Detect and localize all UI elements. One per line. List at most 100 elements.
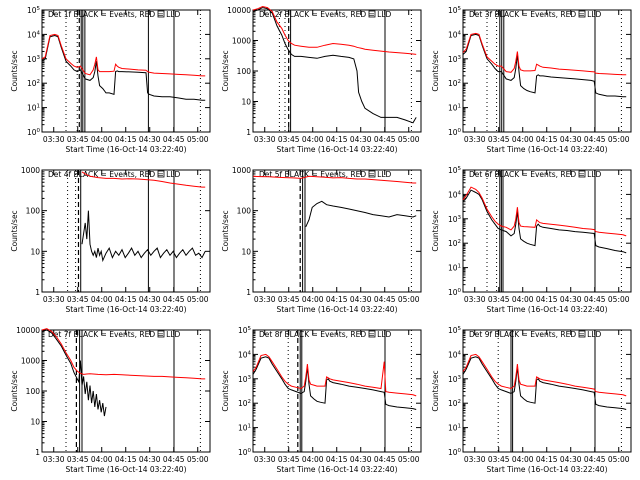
y-tick-label: 100 bbox=[26, 207, 41, 216]
legend-box bbox=[578, 10, 586, 18]
chart-title: Det 1f BLACK = Events, RED = LLD bbox=[48, 10, 181, 19]
x-tick-label: 03:45 bbox=[67, 455, 89, 464]
series-line-lld bbox=[252, 353, 417, 397]
y-tick-label: 105 bbox=[27, 6, 41, 15]
series-line-lld bbox=[252, 175, 417, 184]
y-tick-label: 10 bbox=[30, 247, 40, 256]
y-tick-label: 100 bbox=[26, 387, 41, 396]
chart-title: Det 4f BLACK = Events, RED = LLD bbox=[48, 170, 181, 179]
y-tick-label: 103 bbox=[448, 55, 462, 64]
legend-box bbox=[368, 330, 376, 338]
series-line-lld bbox=[41, 33, 206, 77]
y-tick-label: 105 bbox=[448, 326, 462, 335]
x-tick-label: 04:45 bbox=[374, 135, 396, 144]
series-line-lld bbox=[462, 186, 627, 237]
y-tick-label: 100 bbox=[448, 448, 462, 457]
x-tick-label: 04:15 bbox=[536, 295, 558, 304]
x-tick-label: 03:30 bbox=[464, 455, 486, 464]
x-tick-label: 05:00 bbox=[187, 455, 209, 464]
y-tick-label: 103 bbox=[238, 375, 252, 384]
chart-panel-6: Det 6f BLACK = Events, RED = LLD 100 101 10… bbox=[431, 166, 632, 314]
x-tick-label: 03:45 bbox=[488, 295, 510, 304]
series-line-lld bbox=[462, 32, 627, 76]
y-axis-label: Counts/sec bbox=[221, 370, 230, 411]
chart-panel-2: Det 2f BLACK = Events, RED = LLD 1 10 100 10… bbox=[221, 5, 422, 154]
y-tick-label: 1 bbox=[246, 288, 251, 297]
y-tick-label: 103 bbox=[448, 215, 462, 224]
legend-box bbox=[157, 10, 165, 18]
x-tick-label: 04:30 bbox=[350, 455, 372, 464]
series-line-events bbox=[41, 34, 206, 101]
x-tick-label: 04:15 bbox=[326, 295, 348, 304]
y-tick-label: 105 bbox=[448, 166, 462, 175]
plot-frame bbox=[252, 329, 422, 453]
y-tick-label: 1 bbox=[246, 128, 251, 137]
x-tick-label: 04:00 bbox=[512, 455, 534, 464]
chart-panel-7: Det 7f BLACK = Events, RED = LLD 1 10 100 10… bbox=[10, 326, 211, 474]
x-tick-label: 03:30 bbox=[464, 135, 486, 144]
x-tick-label: 04:00 bbox=[91, 455, 113, 464]
chart-panel-8: Det 8f BLACK = Events, RED = LLD 100 101 10… bbox=[221, 326, 422, 474]
legend-box bbox=[578, 330, 586, 338]
chart-panel-5: Det 5f BLACK = Events, RED = LLD 1 10 100 10… bbox=[221, 166, 422, 314]
series-line-lld bbox=[81, 171, 206, 188]
plot-frame bbox=[462, 169, 632, 293]
chart-panel-3: Det 3f BLACK = Events, RED = LLD 100 101 10… bbox=[431, 6, 632, 154]
x-tick-label: 04:45 bbox=[584, 295, 606, 304]
x-tick-label: 04:45 bbox=[374, 455, 396, 464]
x-axis-label: Start Time (16-Oct-14 03:22:40) bbox=[65, 305, 186, 314]
y-axis-label: Counts/sec bbox=[221, 210, 230, 251]
chart-title: Det 8f BLACK = Events, RED = LLD bbox=[259, 330, 392, 339]
x-tick-label: 03:45 bbox=[67, 135, 89, 144]
legend-box bbox=[157, 170, 165, 178]
x-tick-label: 03:45 bbox=[488, 135, 510, 144]
y-axis-label: Counts/sec bbox=[431, 370, 440, 411]
y-tick-label: 101 bbox=[448, 104, 461, 113]
y-tick-label: 1 bbox=[35, 288, 40, 297]
plot-frame bbox=[41, 9, 211, 133]
y-tick-label: 102 bbox=[448, 79, 461, 88]
y-tick-label: 101 bbox=[238, 424, 251, 433]
series-line-events bbox=[462, 356, 627, 410]
chart-title: Det 9f BLACK = Events, RED = LLD bbox=[469, 330, 602, 339]
y-axis-label: Counts/sec bbox=[431, 50, 440, 91]
plot-frame bbox=[41, 329, 211, 453]
x-tick-label: 04:00 bbox=[302, 135, 324, 144]
x-tick-label: 03:45 bbox=[278, 295, 300, 304]
chart-title: Det 5f BLACK = Events, RED = LLD bbox=[259, 170, 392, 179]
x-axis-label: Start Time (16-Oct-14 03:22:40) bbox=[276, 305, 397, 314]
legend-box bbox=[368, 10, 376, 18]
y-tick-label: 101 bbox=[448, 264, 461, 273]
x-tick-label: 04:00 bbox=[512, 295, 534, 304]
y-tick-label: 102 bbox=[448, 399, 461, 408]
x-tick-label: 04:15 bbox=[115, 135, 137, 144]
y-tick-label: 101 bbox=[27, 104, 40, 113]
x-tick-label: 03:30 bbox=[254, 295, 276, 304]
x-tick-label: 05:00 bbox=[187, 135, 209, 144]
x-tick-label: 04:30 bbox=[350, 135, 372, 144]
series-line-events bbox=[305, 200, 417, 228]
y-tick-label: 1000 bbox=[232, 166, 251, 175]
y-tick-label: 104 bbox=[448, 190, 462, 199]
y-tick-label: 10000 bbox=[227, 6, 251, 15]
x-tick-label: 03:45 bbox=[278, 455, 300, 464]
x-tick-label: 04:00 bbox=[302, 295, 324, 304]
x-tick-label: 03:30 bbox=[464, 295, 486, 304]
y-axis-label: Counts/sec bbox=[10, 50, 19, 91]
x-tick-label: 04:30 bbox=[139, 455, 161, 464]
x-tick-label: 04:45 bbox=[163, 295, 185, 304]
x-tick-label: 03:30 bbox=[43, 135, 65, 144]
y-tick-label: 102 bbox=[238, 399, 251, 408]
x-axis-label: Start Time (16-Oct-14 03:22:40) bbox=[486, 145, 607, 154]
x-tick-label: 04:00 bbox=[91, 295, 113, 304]
series-line-lld bbox=[462, 353, 627, 397]
x-tick-label: 04:45 bbox=[584, 135, 606, 144]
y-tick-label: 102 bbox=[448, 239, 461, 248]
x-tick-label: 03:45 bbox=[488, 455, 510, 464]
x-tick-label: 04:00 bbox=[302, 455, 324, 464]
y-tick-label: 10000 bbox=[16, 326, 40, 335]
x-tick-label: 04:45 bbox=[163, 455, 185, 464]
y-tick-label: 103 bbox=[448, 375, 462, 384]
x-tick-label: 05:00 bbox=[608, 135, 630, 144]
